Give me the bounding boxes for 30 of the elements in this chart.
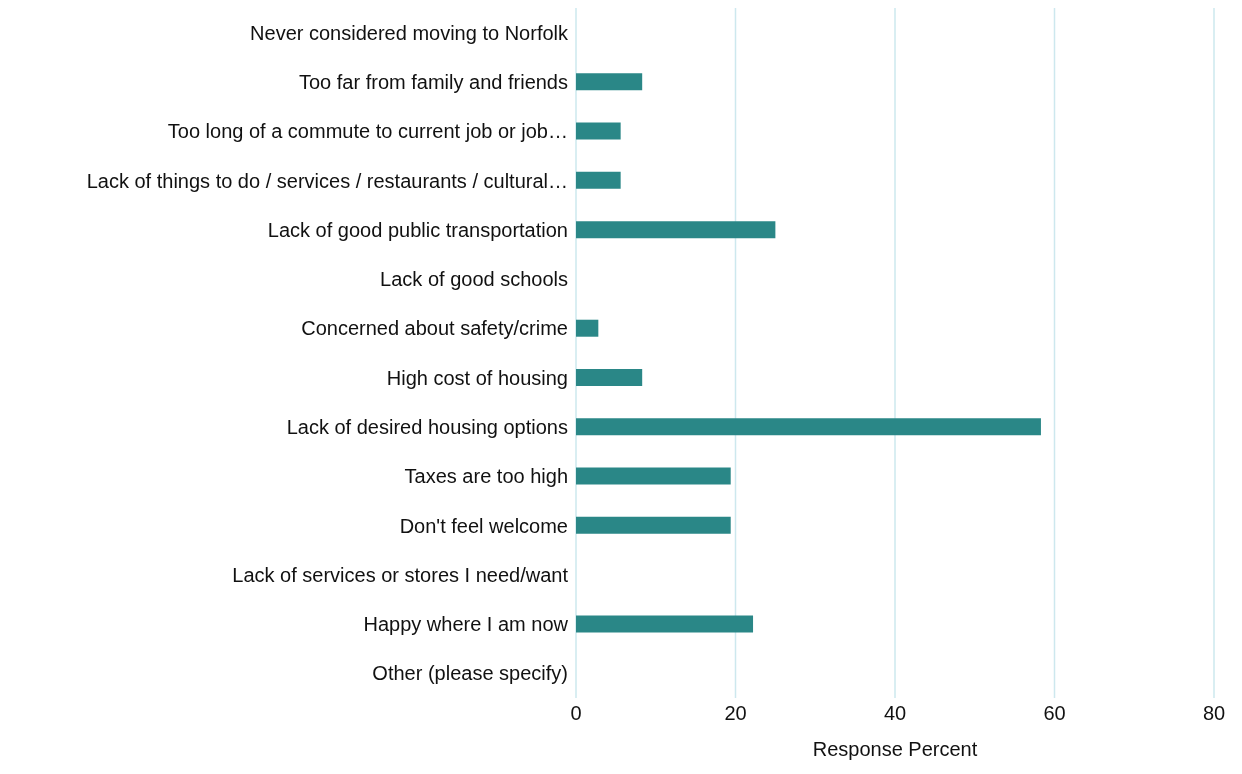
- bar: [576, 221, 776, 239]
- y-tick-label: Lack of desired housing options: [286, 416, 568, 439]
- bar: [576, 418, 1041, 436]
- y-tick-label: Lack of good schools: [380, 268, 568, 291]
- bar: [576, 516, 731, 534]
- y-tick-label: Other (please specify): [372, 662, 568, 685]
- y-tick-label: Too long of a commute to current job or job…: [167, 120, 568, 143]
- x-tick-label: 40: [883, 702, 907, 725]
- bar: [576, 73, 643, 91]
- y-tick-label: Concerned about safety/crime: [301, 317, 568, 340]
- y-tick-label: Lack of good public transportation: [267, 218, 568, 241]
- y-tick-label: Lack of things to do / services / restaurants / cultural…: [86, 169, 568, 192]
- bar: [576, 122, 621, 140]
- bar: [576, 171, 621, 189]
- y-tick-label: Happy where I am now: [363, 613, 569, 636]
- x-tick-label: 20: [724, 702, 747, 725]
- x-tick-label: 80: [1202, 702, 1226, 725]
- y-tick-label: Taxes are too high: [404, 465, 568, 488]
- y-tick-label: Don't feel welcome: [399, 514, 568, 537]
- x-tick-label: 60: [1043, 702, 1066, 725]
- bar: [576, 369, 643, 386]
- y-tick-label: Never considered moving to Norfolk: [250, 21, 569, 44]
- y-tick-label: High cost of housing: [386, 366, 568, 389]
- bar: [576, 615, 754, 633]
- bar: [576, 467, 731, 485]
- x-axis-title: Response Percent: [812, 738, 978, 760]
- y-tick-label: Lack of services or stores I need/want: [232, 563, 569, 586]
- x-tick-label: 0: [570, 702, 582, 725]
- y-tick-label: Too far from family and friends: [299, 71, 568, 94]
- bar: [576, 319, 599, 337]
